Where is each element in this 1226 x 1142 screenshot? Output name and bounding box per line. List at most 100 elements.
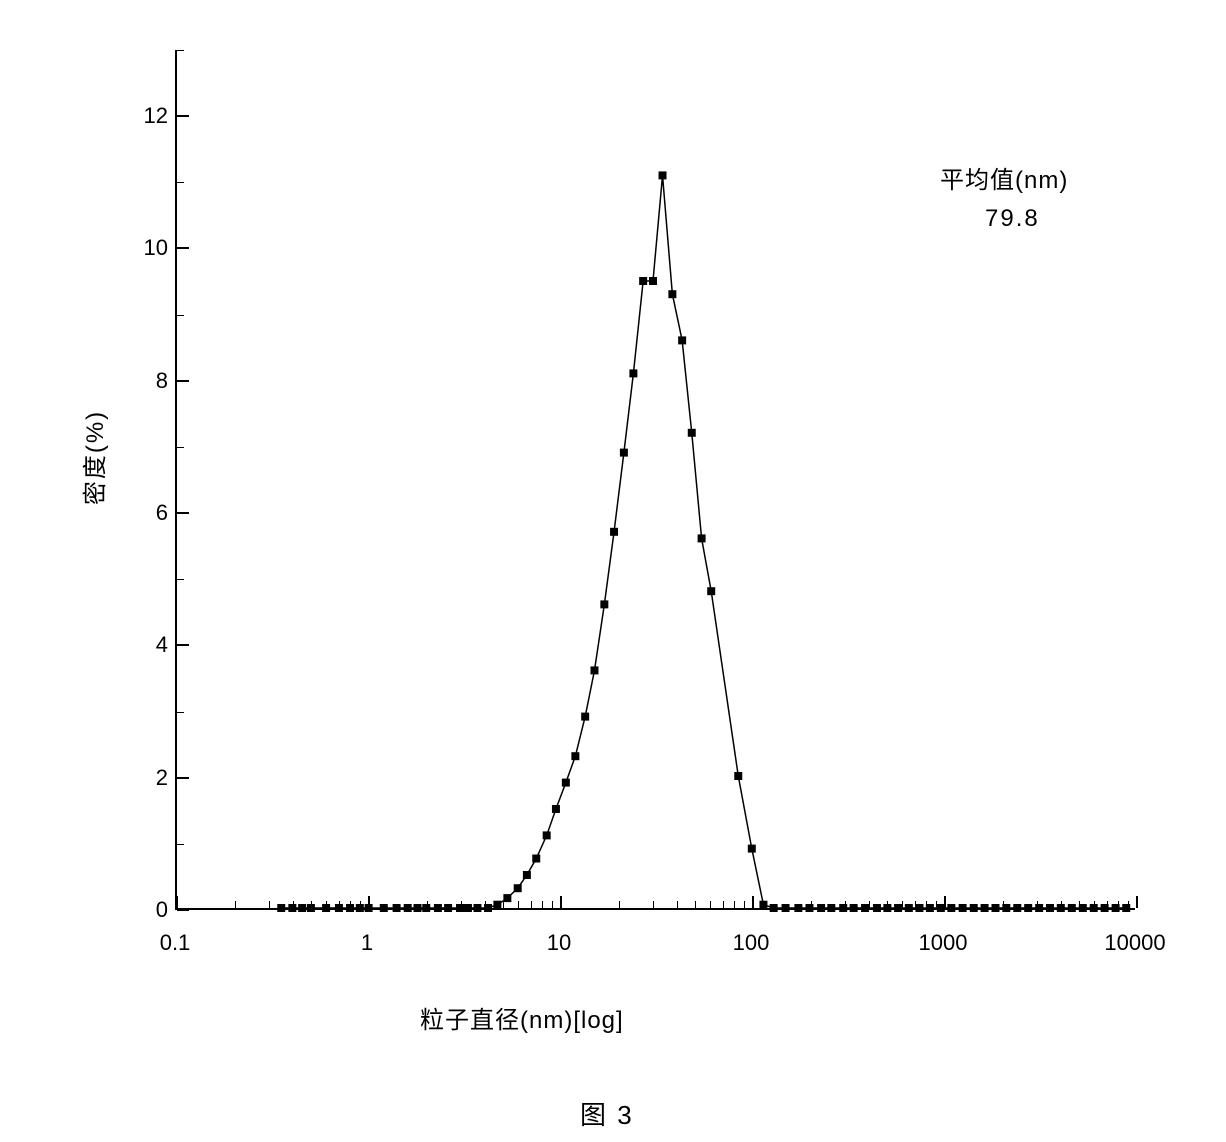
x-tick-minor (350, 901, 351, 908)
data-marker (1046, 904, 1054, 912)
x-tick-major (752, 896, 754, 908)
y-tick-major (177, 247, 189, 249)
x-tick-minor (869, 901, 870, 908)
x-tick-label: 1000 (919, 930, 968, 956)
data-marker (277, 904, 285, 912)
figure-caption: 图 3 (580, 1095, 634, 1132)
x-tick-minor (269, 901, 270, 908)
data-marker (805, 904, 813, 912)
x-tick-major (560, 896, 562, 908)
data-marker (639, 277, 647, 285)
data-marker (610, 528, 618, 536)
data-marker (991, 904, 999, 912)
data-marker (298, 904, 306, 912)
data-marker (782, 904, 790, 912)
x-tick-minor (1061, 901, 1062, 908)
data-marker (678, 336, 686, 344)
data-marker (905, 904, 913, 912)
x-tick-minor (902, 901, 903, 908)
data-marker (873, 904, 881, 912)
data-marker (827, 904, 835, 912)
x-tick-minor (1128, 901, 1129, 908)
x-tick-minor (723, 901, 724, 908)
data-marker (959, 904, 967, 912)
y-tick-major (177, 512, 189, 514)
x-tick-minor (235, 901, 236, 908)
x-tick-label: 0.1 (160, 930, 191, 956)
data-marker (649, 277, 657, 285)
data-marker (444, 904, 452, 912)
y-tick-minor (177, 50, 184, 51)
x-tick-minor (542, 901, 543, 908)
chart-container: 平均值(nm) 79.8 (120, 30, 1170, 970)
x-tick-minor (695, 901, 696, 908)
x-tick-minor (710, 901, 711, 908)
x-tick-minor (915, 901, 916, 908)
x-tick-major (368, 896, 370, 908)
y-tick-label: 0 (156, 897, 168, 923)
data-marker (543, 831, 551, 839)
data-marker (473, 904, 481, 912)
y-tick-label: 8 (156, 368, 168, 394)
x-tick-minor (677, 901, 678, 908)
x-tick-minor (326, 901, 327, 908)
x-tick-minor (887, 901, 888, 908)
data-marker (562, 779, 570, 787)
x-tick-minor (744, 901, 745, 908)
y-axis-label: 密度(%) (75, 410, 110, 505)
y-tick-label: 10 (144, 235, 168, 261)
data-marker (581, 713, 589, 721)
data-marker (404, 904, 412, 912)
x-tick-minor (360, 901, 361, 908)
data-marker (434, 904, 442, 912)
data-marker (659, 171, 667, 179)
x-tick-minor (311, 901, 312, 908)
y-tick-minor (177, 315, 184, 316)
x-tick-minor (339, 901, 340, 908)
mean-value: 79.8 (985, 205, 1040, 233)
data-marker (1024, 904, 1032, 912)
x-tick-minor (845, 901, 846, 908)
data-marker (915, 904, 923, 912)
data-marker (947, 904, 955, 912)
x-tick-minor (485, 901, 486, 908)
x-tick-major (176, 896, 178, 908)
data-marker (591, 666, 599, 674)
x-tick-minor (427, 901, 428, 908)
data-marker (1013, 904, 1021, 912)
data-marker (464, 904, 472, 912)
data-marker (514, 884, 522, 892)
x-tick-label: 100 (733, 930, 770, 956)
x-tick-minor (552, 901, 553, 908)
x-tick-minor (926, 901, 927, 908)
y-tick-major (177, 644, 189, 646)
y-tick-minor (177, 579, 184, 580)
data-marker (620, 449, 628, 457)
data-marker (759, 901, 767, 909)
x-tick-minor (1118, 901, 1119, 908)
x-tick-minor (1037, 901, 1038, 908)
data-marker (794, 904, 802, 912)
data-marker (734, 772, 742, 780)
data-marker (970, 904, 978, 912)
y-tick-label: 4 (156, 632, 168, 658)
y-tick-major (177, 777, 189, 779)
mean-label: 平均值(nm) (940, 160, 1068, 195)
data-marker (981, 904, 989, 912)
data-marker (493, 901, 501, 909)
x-tick-minor (518, 901, 519, 908)
data-marker (393, 904, 401, 912)
x-tick-label: 10 (547, 930, 571, 956)
x-axis-label: 粒子直径(nm)[log] (420, 1000, 624, 1035)
data-marker (748, 845, 756, 853)
y-tick-major (177, 380, 189, 382)
x-tick-label: 10000 (1104, 930, 1165, 956)
y-tick-label: 12 (144, 103, 168, 129)
data-marker (571, 752, 579, 760)
x-tick-minor (531, 901, 532, 908)
x-tick-major (944, 896, 946, 908)
data-marker (770, 904, 778, 912)
x-tick-minor (653, 901, 654, 908)
data-marker (532, 855, 540, 863)
data-marker (629, 369, 637, 377)
